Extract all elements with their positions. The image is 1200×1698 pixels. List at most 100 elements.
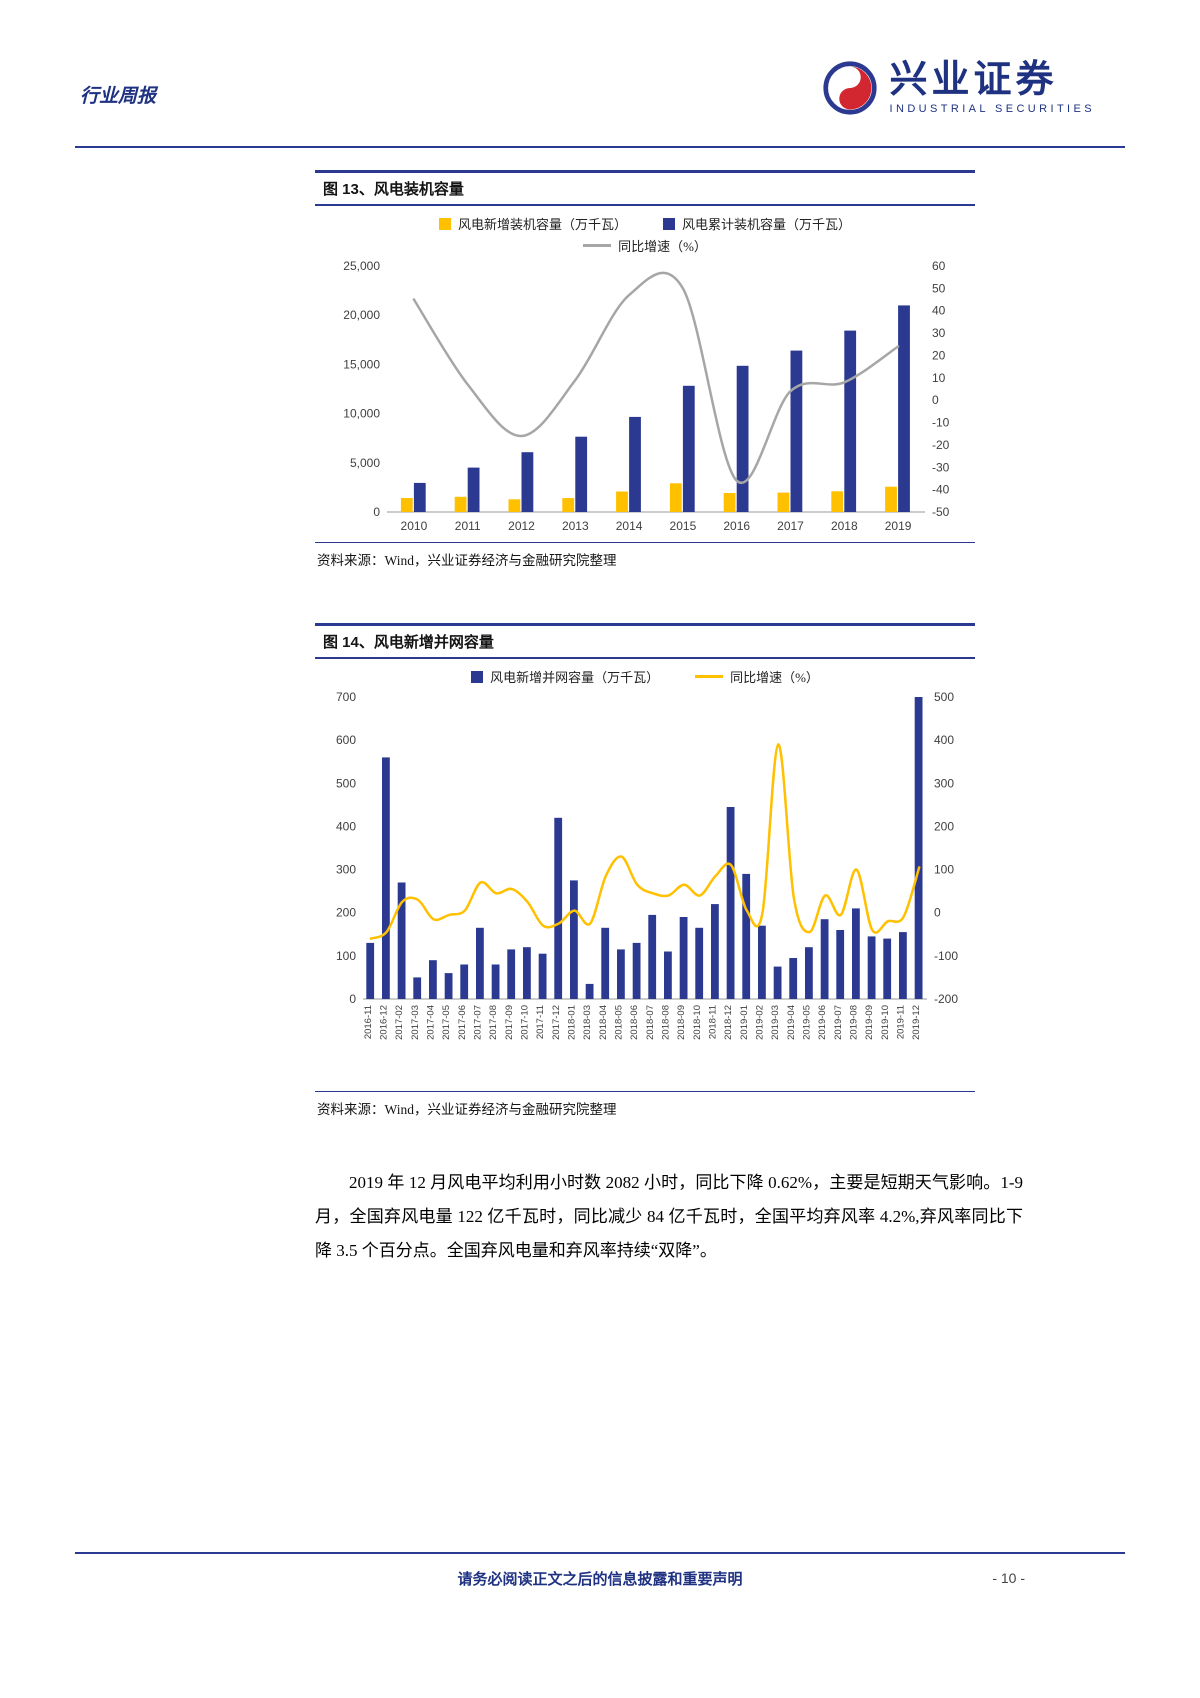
svg-text:2019-02: 2019-02 xyxy=(755,1005,766,1040)
svg-text:2019-05: 2019-05 xyxy=(802,1005,813,1040)
svg-text:2017-06: 2017-06 xyxy=(457,1005,468,1040)
svg-text:2018-12: 2018-12 xyxy=(723,1005,734,1040)
svg-text:2018-08: 2018-08 xyxy=(661,1005,672,1040)
svg-text:10: 10 xyxy=(932,371,946,385)
svg-text:2018: 2018 xyxy=(831,519,858,533)
svg-text:2015: 2015 xyxy=(670,519,697,533)
figure-13-legend: 风电新增装机容量（万千瓦） 风电累计装机容量（万千瓦） 同比增速（%） xyxy=(315,214,975,255)
legend-line-swatch-icon xyxy=(583,244,612,247)
svg-text:2016-11: 2016-11 xyxy=(363,1005,374,1039)
svg-text:200: 200 xyxy=(336,906,356,920)
figure-13: 图 13、风电装机容量 风电新增装机容量（万千瓦） 风电累计装机容量（万千瓦） 同比… xyxy=(315,170,975,573)
svg-text:2017-02: 2017-02 xyxy=(394,1005,405,1040)
figure-13-chart: 0 5,000 10,000 15,000 20,000 25,000 -50 -40 -30 -… xyxy=(343,259,950,533)
svg-text:5,000: 5,000 xyxy=(350,456,380,470)
svg-text:0: 0 xyxy=(932,393,939,407)
svg-text:2019-03: 2019-03 xyxy=(770,1005,781,1040)
page-number: - 10 - xyxy=(992,1570,1025,1586)
brand-logo-icon xyxy=(822,61,877,115)
legend-label: 风电累计装机容量（万千瓦） xyxy=(682,217,852,232)
svg-text:30: 30 xyxy=(932,326,946,340)
svg-text:-40: -40 xyxy=(932,483,950,497)
svg-text:300: 300 xyxy=(934,776,954,790)
svg-text:2012: 2012 xyxy=(508,519,535,533)
page-content: 图 13、风电装机容量 风电新增装机容量（万千瓦） 风电累计装机容量（万千瓦） 同比… xyxy=(75,170,1125,1268)
svg-text:25,000: 25,000 xyxy=(343,259,380,273)
svg-text:20,000: 20,000 xyxy=(343,308,380,322)
svg-text:2017-12: 2017-12 xyxy=(551,1005,562,1040)
svg-text:600: 600 xyxy=(336,733,356,747)
svg-text:2017-11: 2017-11 xyxy=(535,1005,546,1039)
svg-text:2013: 2013 xyxy=(562,519,589,533)
legend-bar-swatch-icon xyxy=(471,670,484,683)
header-divider xyxy=(75,146,1125,148)
svg-text:2017: 2017 xyxy=(777,519,804,533)
svg-text:0: 0 xyxy=(373,505,380,519)
svg-text:2016: 2016 xyxy=(723,519,750,533)
svg-text:2018-07: 2018-07 xyxy=(645,1005,656,1040)
svg-text:2019-01: 2019-01 xyxy=(739,1005,750,1040)
svg-text:2017-03: 2017-03 xyxy=(410,1005,421,1040)
legend-item: 风电新增装机容量（万千瓦） xyxy=(438,214,627,233)
svg-text:-30: -30 xyxy=(932,460,950,474)
svg-text:2019-06: 2019-06 xyxy=(817,1005,828,1040)
svg-text:400: 400 xyxy=(934,733,954,747)
legend-label: 风电新增装机容量（万千瓦） xyxy=(457,217,627,232)
svg-text:2017-08: 2017-08 xyxy=(488,1005,499,1040)
brand-logo: 兴业证券 INDUSTRIAL SECURITIES xyxy=(822,60,1095,116)
svg-text:400: 400 xyxy=(336,819,356,833)
svg-text:20: 20 xyxy=(932,348,946,362)
figure-14-source: 资料来源：Wind，兴业证券经济与金融研究院整理 xyxy=(315,1091,975,1122)
svg-text:2018-05: 2018-05 xyxy=(614,1005,625,1040)
svg-text:2017-09: 2017-09 xyxy=(504,1005,515,1040)
svg-text:300: 300 xyxy=(336,863,356,877)
legend-label: 同比增速（%） xyxy=(618,239,707,254)
svg-text:2019-08: 2019-08 xyxy=(849,1005,860,1040)
svg-text:700: 700 xyxy=(336,690,356,704)
svg-text:0: 0 xyxy=(934,906,941,920)
svg-text:200: 200 xyxy=(934,819,954,833)
svg-text:2019-04: 2019-04 xyxy=(786,1005,797,1040)
svg-text:50: 50 xyxy=(932,281,946,295)
svg-text:2016-12: 2016-12 xyxy=(379,1005,390,1040)
svg-text:40: 40 xyxy=(932,304,946,318)
svg-text:2018-03: 2018-03 xyxy=(582,1005,593,1040)
svg-text:2014: 2014 xyxy=(616,519,643,533)
svg-text:2018-06: 2018-06 xyxy=(629,1005,640,1040)
svg-text:2019: 2019 xyxy=(885,519,912,533)
svg-text:2019-12: 2019-12 xyxy=(911,1005,922,1040)
svg-text:-10: -10 xyxy=(932,416,950,430)
body-paragraph: 2019 年 12 月风电平均利用小时数 2082 小时，同比下降 0.62%，… xyxy=(315,1173,1023,1260)
svg-text:2017-04: 2017-04 xyxy=(426,1005,437,1040)
svg-text:500: 500 xyxy=(336,776,356,790)
svg-text:2017-10: 2017-10 xyxy=(520,1005,531,1040)
figure-14-legend: 风电新增并网容量（万千瓦） 同比增速（%） xyxy=(315,667,975,686)
svg-text:100: 100 xyxy=(934,863,954,877)
legend-bar-swatch-icon xyxy=(663,217,675,230)
svg-text:10,000: 10,000 xyxy=(343,407,380,421)
figure-14-chart: 0 100 200 300 400 500 600 700 -200 -100 0 100 200 300… xyxy=(336,690,958,1040)
figure-13-title: 图 13、风电装机容量 xyxy=(315,170,975,206)
svg-text:2019-07: 2019-07 xyxy=(833,1005,844,1040)
legend-item: 风电新增并网容量（万千瓦） xyxy=(471,667,659,686)
svg-text:-50: -50 xyxy=(932,505,950,519)
report-type-label: 行业周报 xyxy=(80,86,157,107)
legend-line-swatch-icon xyxy=(695,675,724,678)
svg-text:2018-04: 2018-04 xyxy=(598,1005,609,1040)
svg-text:-200: -200 xyxy=(934,992,958,1006)
legend-label: 同比增速（%） xyxy=(730,670,819,685)
svg-text:2019-11: 2019-11 xyxy=(896,1005,907,1039)
svg-text:15,000: 15,000 xyxy=(343,357,380,371)
legend-item: 风电累计装机容量（万千瓦） xyxy=(663,214,851,233)
svg-text:2019-09: 2019-09 xyxy=(864,1005,875,1040)
svg-text:-100: -100 xyxy=(934,949,958,963)
svg-text:2018-09: 2018-09 xyxy=(676,1005,687,1040)
footer-disclaimer: 请务必阅读正文之后的信息披露和重要声明 xyxy=(457,1572,743,1588)
svg-text:60: 60 xyxy=(932,259,946,273)
svg-text:0: 0 xyxy=(349,992,356,1006)
brand-subtitle: INDUSTRIAL SECURITIES xyxy=(889,103,1095,116)
legend-item: 同比增速（%） xyxy=(695,667,819,686)
svg-text:2017-07: 2017-07 xyxy=(473,1005,484,1040)
svg-text:-20: -20 xyxy=(932,438,950,452)
